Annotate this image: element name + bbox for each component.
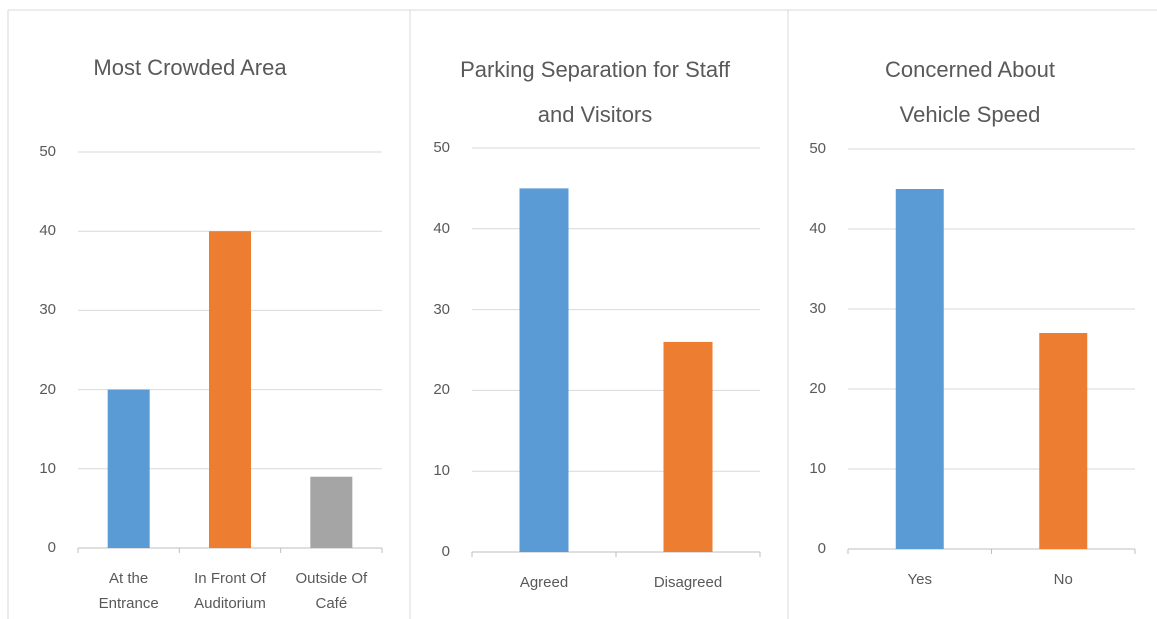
y-tick-label: 40 (809, 220, 826, 237)
x-tick-label: Agreed (519, 574, 569, 591)
bar (895, 189, 944, 549)
y-tick-label: 20 (433, 381, 450, 399)
bar (1039, 333, 1088, 549)
y-tick-label: 50 (433, 139, 450, 156)
y-tick-label: 40 (433, 219, 450, 237)
bar (310, 476, 353, 548)
bar (209, 231, 251, 548)
x-tick-label: At the Entrance (98, 570, 159, 612)
y-tick-label: 10 (433, 462, 450, 480)
y-tick-label: 30 (809, 300, 826, 317)
y-tick-label: 0 (47, 539, 56, 556)
y-tick-label: 10 (809, 460, 826, 477)
chart-title: Concerned About Vehicle Speed (884, 57, 1056, 127)
x-tick-label: In Front Of Auditorium (194, 570, 266, 612)
bar (663, 341, 713, 552)
y-tick-label: 30 (39, 301, 56, 319)
y-tick-label: 0 (441, 543, 450, 560)
x-tick-label: Disagreed (653, 574, 723, 591)
x-tick-label: No (1053, 571, 1073, 588)
x-tick-label: Yes (907, 571, 932, 588)
y-tick-label: 50 (39, 143, 56, 160)
y-tick-label: 0 (817, 540, 826, 557)
y-tick-label: 10 (39, 459, 56, 477)
chart-title: Parking Separation for Staff and Visitor… (460, 57, 730, 127)
y-tick-label: 30 (433, 300, 450, 318)
bar (519, 188, 569, 552)
y-tick-label: 20 (39, 380, 56, 398)
chart-title: Most Crowded Area (93, 55, 287, 80)
x-tick-label: Outside Of Café (295, 570, 368, 612)
y-tick-label: 50 (809, 140, 826, 157)
y-tick-label: 20 (809, 380, 826, 397)
bar (107, 389, 150, 548)
y-tick-label: 40 (39, 222, 56, 240)
